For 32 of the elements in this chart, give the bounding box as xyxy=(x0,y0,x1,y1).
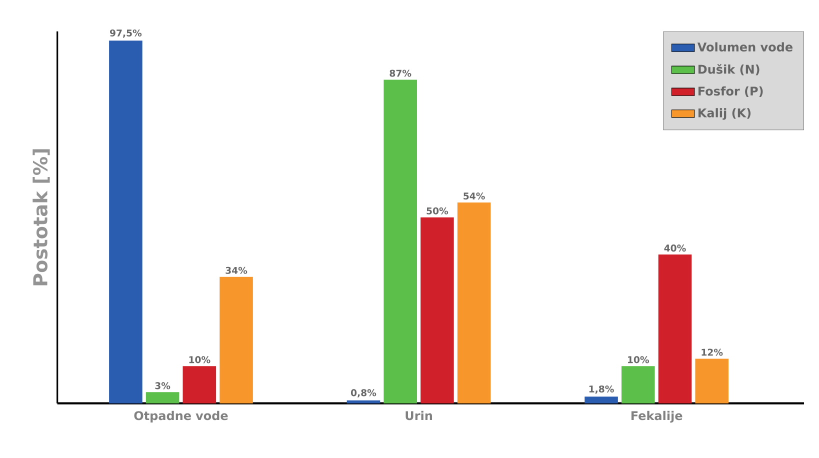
bar xyxy=(182,366,216,404)
y-axis-title: Postotak [%] xyxy=(32,149,50,286)
bar xyxy=(384,80,417,404)
data-label: 87% xyxy=(390,70,412,77)
bar xyxy=(220,276,253,404)
data-label: 10% xyxy=(189,356,210,364)
legend-label: Kalij (K) xyxy=(698,108,751,120)
bar xyxy=(346,400,380,404)
data-label: 54% xyxy=(464,192,485,200)
data-label: 12% xyxy=(702,348,723,356)
data-label: 40% xyxy=(664,244,686,252)
legend-label: Fosfor (P) xyxy=(698,86,763,98)
legend-label: Dušik (N) xyxy=(698,64,760,76)
data-label: 1,8% xyxy=(589,385,614,394)
bar xyxy=(658,254,692,404)
bar xyxy=(622,366,655,404)
data-label: 10% xyxy=(628,356,650,364)
x-tick-label: Fekalije xyxy=(631,410,682,423)
data-label: 97,5% xyxy=(110,29,142,38)
bar xyxy=(457,202,491,404)
data-label: 0,8% xyxy=(350,389,376,398)
data-label: 50% xyxy=(426,207,448,214)
bar xyxy=(109,40,142,404)
bar xyxy=(695,358,729,404)
data-label: 3% xyxy=(155,382,170,390)
x-tick-label: Urin xyxy=(406,410,432,420)
x-tick-label: Otpadne vode xyxy=(134,410,228,422)
bar xyxy=(584,396,618,404)
legend-label: Volumen vode xyxy=(697,42,793,52)
bar xyxy=(146,392,180,404)
bar xyxy=(420,217,454,404)
data-label: 34% xyxy=(226,266,248,274)
